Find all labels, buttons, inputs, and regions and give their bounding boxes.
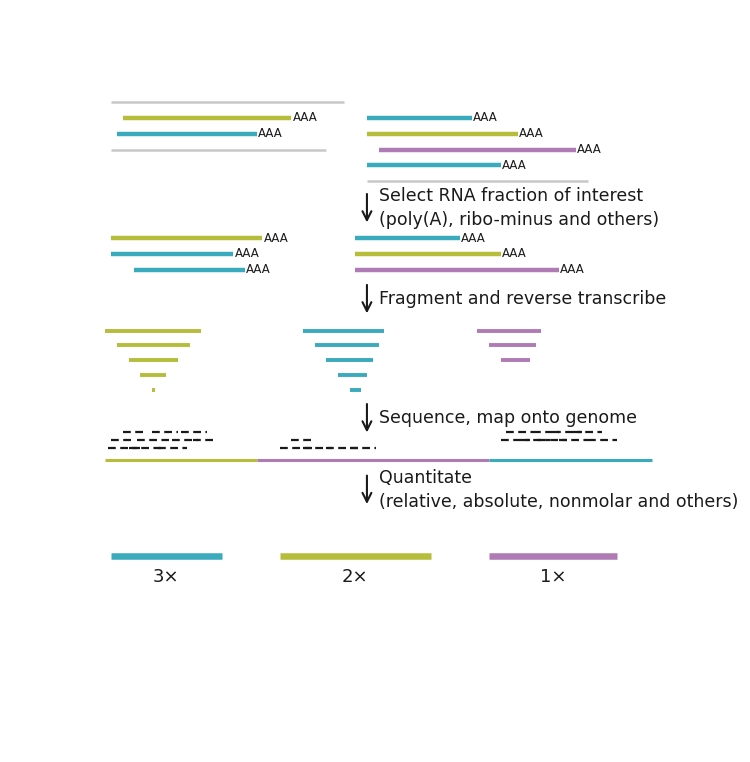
Text: AAA: AAA [502,248,526,261]
Text: AAA: AAA [263,232,288,245]
Text: AAA: AAA [472,111,497,124]
Text: AAA: AAA [519,127,544,140]
Text: 3×: 3× [153,568,180,586]
Text: 1×: 1× [540,568,566,586]
Text: Select RNA fraction of interest
(poly(A), ribo-minus and others): Select RNA fraction of interest (poly(A)… [379,187,658,229]
Text: AAA: AAA [292,111,317,124]
Text: AAA: AAA [502,158,526,172]
Text: AAA: AAA [258,127,283,140]
Text: AAA: AAA [578,143,602,156]
Text: Quantitate
(relative, absolute, nonmolar and others): Quantitate (relative, absolute, nonmolar… [379,469,738,511]
Text: AAA: AAA [235,248,260,261]
Text: AAA: AAA [560,264,585,277]
Text: Sequence, map onto genome: Sequence, map onto genome [379,409,637,427]
Text: Fragment and reverse transcribe: Fragment and reverse transcribe [379,290,666,308]
Text: AAA: AAA [246,264,271,277]
Text: AAA: AAA [461,232,486,245]
Text: 2×: 2× [342,568,369,586]
